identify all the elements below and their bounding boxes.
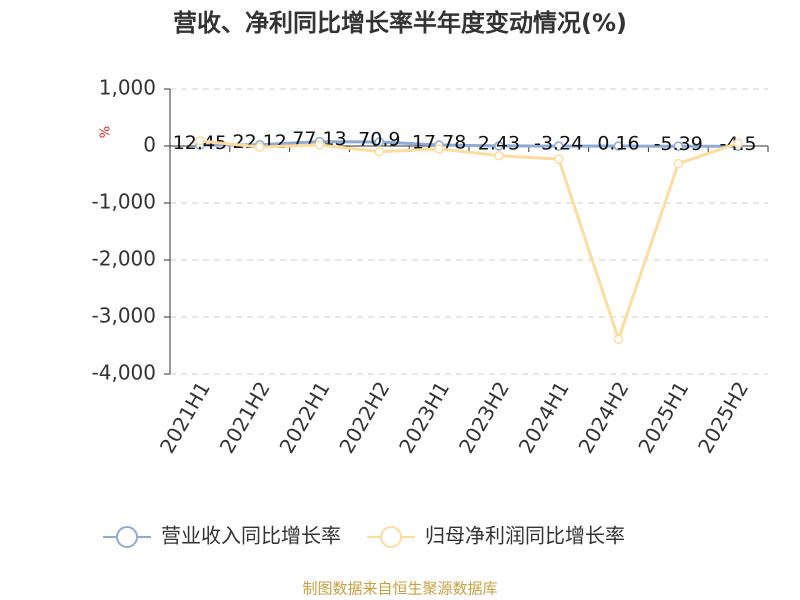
x-tick-label: 2024H2 [573, 377, 633, 457]
data-point [374, 137, 385, 147]
data-point [254, 142, 265, 152]
x-tick-label: 2025H1 [633, 377, 693, 457]
x-tick-label: 2022H1 [274, 377, 334, 457]
data-label: 0.16 [597, 132, 639, 154]
legend-label: 归母净利润同比增长率 [425, 524, 625, 548]
x-tick-label: 2021H2 [215, 377, 275, 457]
y-tick-label: 0 [143, 133, 156, 157]
data-label: 17.78 [412, 131, 466, 153]
data-label: 2.43 [478, 132, 520, 154]
data-label: 70.9 [358, 128, 400, 150]
source-note: 制图数据来自恒生聚源数据库 [302, 580, 497, 598]
data-point [195, 136, 205, 146]
chart-title: 营收、净利同比增长率半年度变动情况(%) [173, 9, 627, 37]
data-point [494, 150, 504, 161]
data-point [374, 146, 385, 157]
x-tick-label: 2022H2 [334, 377, 394, 457]
data-point [673, 158, 684, 169]
y-tick-label: -3,000 [92, 304, 156, 328]
data-label: -5.39 [654, 133, 703, 155]
x-tick-label: 2024H1 [514, 377, 574, 457]
data-point [673, 141, 684, 152]
x-tick-label: 2021H1 [155, 377, 215, 457]
x-tick-label: 2023H1 [394, 377, 454, 457]
series-line [199, 139, 739, 344]
series-line [199, 140, 739, 148]
data-point [613, 141, 624, 151]
x-tick-label: 2023H2 [454, 377, 514, 457]
data-point [434, 144, 444, 154]
y-tick-label: -4,000 [92, 361, 156, 385]
legend-marker [116, 526, 138, 548]
data-label: -3.24 [534, 133, 583, 155]
data-point [553, 154, 564, 164]
data-point [733, 138, 743, 148]
y-axis-label: % [99, 126, 114, 138]
legend-marker [380, 526, 402, 548]
data-point [314, 140, 325, 150]
data-point [494, 141, 504, 151]
y-tick-label: -2,000 [92, 247, 156, 271]
y-tick-label: -1,000 [92, 190, 156, 214]
data-point [553, 141, 564, 151]
x-tick-label: 2025H2 [693, 377, 753, 457]
data-point [613, 334, 624, 344]
y-tick-label: 1,000 [99, 76, 156, 100]
legend-label: 营业收入同比增长率 [161, 524, 341, 548]
